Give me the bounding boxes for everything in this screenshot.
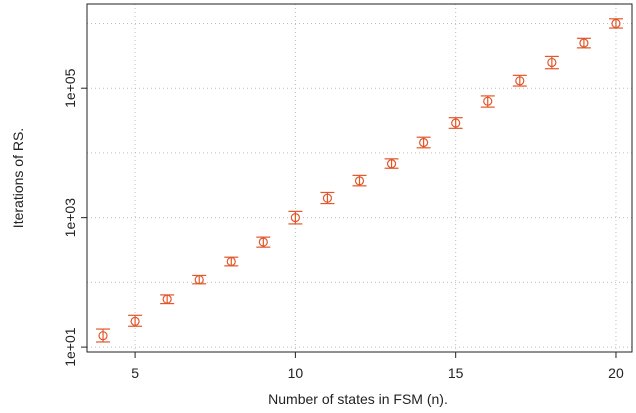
y-tick-label: 1e+03	[62, 198, 78, 238]
data-point	[290, 213, 300, 223]
grid	[87, 4, 632, 352]
y-axis: 1e+01 1e+03 1e+05	[62, 68, 87, 367]
plot-frame	[86, 3, 633, 353]
x-tick-label: 5	[131, 365, 139, 381]
data-point	[451, 118, 461, 128]
y-tick-label: 1e+05	[62, 68, 78, 108]
data-point	[354, 176, 365, 186]
x-axis: 5 10 15 20	[131, 352, 624, 381]
data-points	[96, 18, 623, 343]
data-point	[419, 137, 429, 148]
data-point	[322, 193, 333, 203]
y-tick-label: 1e+01	[62, 327, 78, 367]
data-point	[547, 57, 557, 68]
data-point	[98, 331, 108, 341]
x-tick-label: 10	[288, 365, 304, 381]
x-tick-label: 20	[608, 365, 624, 381]
data-point	[194, 275, 204, 285]
data-point	[611, 18, 621, 29]
data-point	[386, 159, 397, 169]
data-point	[515, 76, 525, 86]
y-axis-label: Iterations of RS.	[10, 128, 26, 228]
data-point	[226, 256, 236, 267]
data-point	[483, 96, 493, 106]
data-point	[579, 38, 589, 48]
data-point	[130, 316, 140, 326]
x-axis-label: Number of states in FSM (n).	[268, 391, 448, 407]
x-tick-label: 15	[448, 365, 464, 381]
data-point	[162, 294, 172, 304]
data-point	[258, 237, 268, 247]
